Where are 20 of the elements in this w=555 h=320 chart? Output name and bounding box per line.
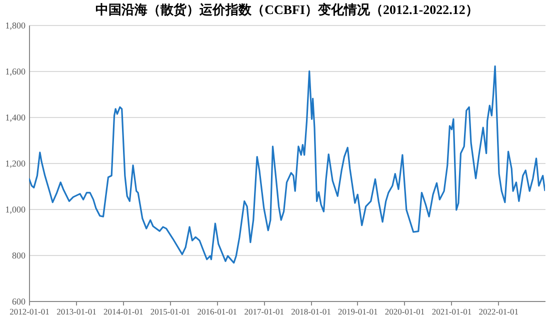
x-tick-label: 2018-01-01 — [291, 306, 331, 316]
x-tick-label: 2021-01-01 — [432, 306, 472, 316]
x-tick-label: 2012-01-01 — [10, 306, 50, 316]
x-tick-label: 2022-01-01 — [478, 306, 518, 316]
x-tick-label: 2017-01-01 — [244, 306, 284, 316]
y-tick-label: 1,000 — [5, 204, 26, 214]
y-tick-label: 600 — [12, 296, 26, 306]
y-tick-label: 1,200 — [5, 158, 26, 168]
x-tick-label: 2013-01-01 — [56, 306, 96, 316]
line-series — [29, 65, 545, 264]
y-tick-label: 1,800 — [5, 20, 26, 30]
x-tick-label: 2015-01-01 — [150, 306, 190, 316]
x-tick-label: 2016-01-01 — [197, 306, 237, 316]
y-tick-label: 1,400 — [5, 112, 26, 122]
x-tick-label: 2019-01-01 — [338, 306, 378, 316]
x-tick-label: 2020-01-01 — [384, 306, 425, 316]
chart-title: 中国沿海（散货）运价指数（CCBFI）变化情况（2012.1-2022.12） — [96, 2, 478, 17]
x-tick-label: 2014-01-01 — [104, 306, 144, 316]
y-tick-label: 1,600 — [5, 66, 26, 76]
y-tick-label: 800 — [12, 250, 26, 260]
